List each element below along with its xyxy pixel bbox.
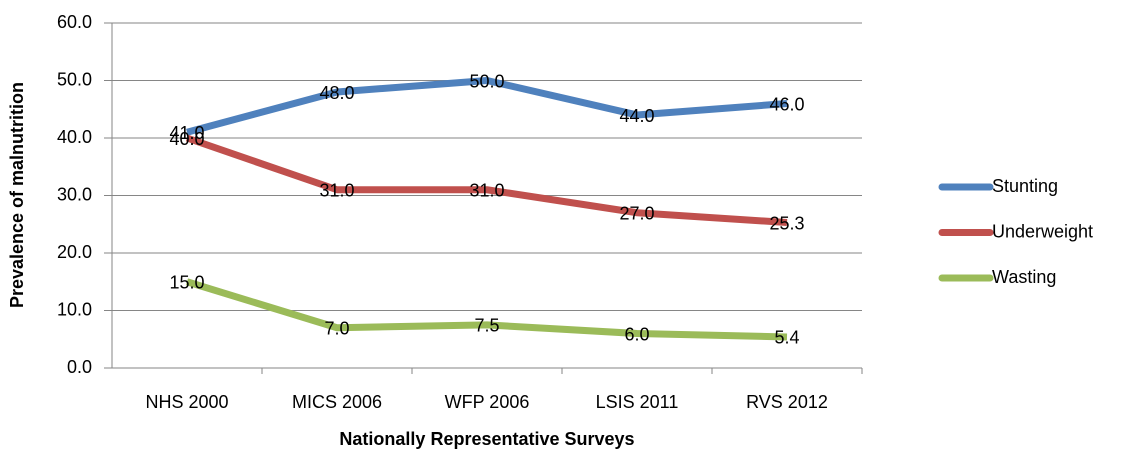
y-tick-label: 20.0	[57, 242, 92, 262]
legend-label: Stunting	[992, 176, 1058, 196]
x-axis-title: Nationally Representative Surveys	[339, 429, 634, 449]
y-tick-label: 0.0	[67, 357, 92, 377]
data-label: 7.5	[474, 316, 499, 336]
data-label: 31.0	[319, 181, 354, 201]
series-line	[185, 134, 788, 227]
data-label: 31.0	[469, 181, 504, 201]
y-tick-label: 50.0	[57, 69, 92, 89]
legend-label: Underweight	[992, 221, 1093, 241]
data-label: 50.0	[469, 71, 504, 91]
series-line	[185, 278, 788, 341]
x-tick-label: MICS 2006	[292, 392, 382, 412]
data-label: 41.0	[169, 123, 204, 143]
x-tick-label: NHS 2000	[145, 392, 228, 412]
y-tick-label: 30.0	[57, 184, 92, 204]
data-label: 6.0	[624, 324, 649, 344]
data-label: 25.3	[769, 213, 804, 233]
data-label: 44.0	[619, 106, 654, 126]
data-label: 40.0	[169, 129, 204, 149]
legend-label: Wasting	[992, 267, 1056, 287]
y-tick-label: 10.0	[57, 299, 92, 319]
data-label: 7.0	[324, 319, 349, 339]
data-label: 15.0	[169, 273, 204, 293]
data-label: 27.0	[619, 204, 654, 224]
x-tick-label: LSIS 2011	[596, 392, 679, 412]
data-label: 48.0	[319, 83, 354, 103]
y-axis-title: Prevalence of malnutrition	[7, 82, 27, 308]
y-tick-label: 40.0	[57, 127, 92, 147]
x-tick-label: RVS 2012	[746, 392, 828, 412]
x-tick-label: WFP 2006	[445, 392, 530, 412]
y-tick-label: 60.0	[57, 12, 92, 32]
data-label: 5.4	[774, 328, 799, 348]
series-line	[186, 77, 788, 136]
data-label: 46.0	[769, 94, 804, 114]
